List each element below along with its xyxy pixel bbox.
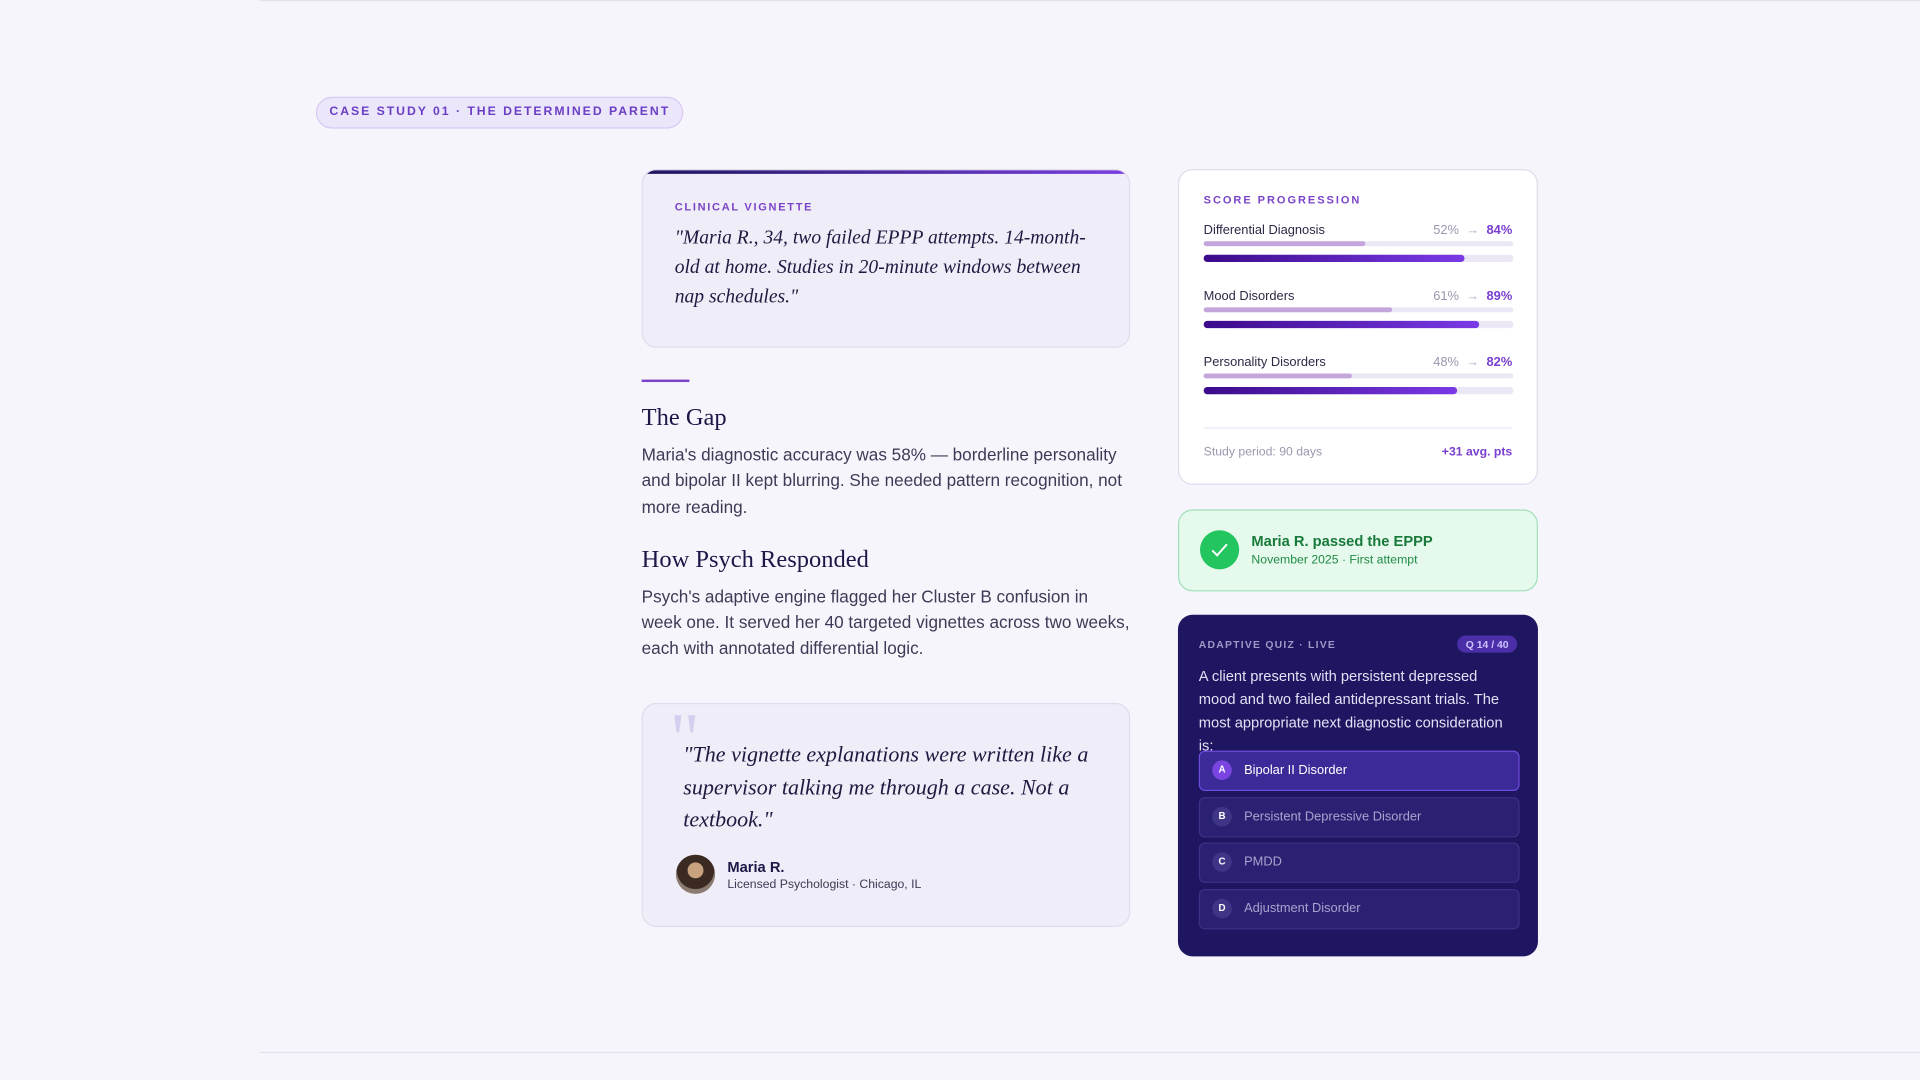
before-score: 52% — [1433, 222, 1459, 238]
quiz-option[interactable]: C PMDD — [1198, 842, 1520, 884]
section-heading: How Psych Responded — [641, 545, 869, 573]
option-letter: C — [1212, 852, 1232, 873]
score-card: SCORE PROGRESSION Differential Diagnosis… — [1177, 168, 1538, 485]
score-row: Differential Diagnosis 52% → 84% — [1203, 222, 1514, 289]
skill-name: Personality Disorders — [1203, 355, 1326, 370]
study-period: Study period: 90 days — [1203, 445, 1323, 460]
result-card: Maria R. passed the EPPP November 2025 ·… — [1177, 509, 1538, 592]
arrow: → — [1466, 288, 1480, 304]
result-subtitle: November 2025 · First attempt — [1251, 553, 1418, 567]
quiz-question: A client presents with persistent depres… — [1198, 667, 1503, 755]
after-score: 84% — [1486, 222, 1513, 238]
option-letter: D — [1212, 898, 1232, 919]
vignette-card: CLINICAL VIGNETTE "Maria R., 34, two fai… — [641, 168, 1131, 348]
divider — [259, 1051, 1920, 1054]
after-track — [1203, 320, 1514, 329]
before-bar — [1203, 373, 1353, 379]
after-score: 89% — [1486, 288, 1513, 304]
testimonial-card: " "The vignette explanations were writte… — [641, 698, 1131, 927]
quote-mark: " — [669, 697, 700, 779]
section-heading: The Gap — [641, 404, 727, 432]
quiz-option[interactable]: D Adjustment Disorder — [1198, 888, 1520, 930]
before-track — [1203, 307, 1514, 313]
result-title: Maria R. passed the EPPP — [1251, 532, 1433, 550]
divider — [259, 0, 1920, 2]
score-rows: Differential Diagnosis 52% → 84% Mood Disord… — [1203, 222, 1514, 421]
author-name: Maria R. — [727, 858, 785, 876]
after-score: 82% — [1486, 355, 1513, 370]
score-footer: Study period: 90 days +31 avg. pts — [1203, 427, 1513, 460]
score-values: 48% → 82% — [1433, 355, 1512, 370]
option-text: Bipolar II Disorder — [1244, 762, 1347, 778]
after-bar — [1203, 254, 1464, 263]
before-bar — [1203, 307, 1393, 313]
before-score: 48% — [1433, 355, 1459, 370]
quiz-card: ADAPTIVE QUIZ · LIVE Q 14 / 40 A client … — [1177, 614, 1538, 957]
sections: The Gap Maria's diagnostic accuracy was 5… — [642, 404, 1132, 688]
score-row: Personality Disorders 48% → 82% — [1203, 355, 1514, 421]
accent-line — [641, 379, 690, 383]
testimonial-quote: "The vignette explanations were written … — [683, 742, 1089, 832]
option-text: Adjustment Disorder — [1244, 900, 1361, 916]
after-track — [1203, 386, 1514, 395]
check — [1211, 543, 1228, 557]
arrow: → — [1466, 222, 1480, 238]
author-role: Licensed Psychologist · Chicago, IL — [727, 877, 922, 892]
check-icon — [1200, 530, 1240, 570]
quiz-progress: Q 14 / 40 — [1457, 635, 1518, 653]
vignette-label: CLINICAL VIGNETTE — [674, 200, 814, 214]
option-letter: B — [1212, 806, 1232, 827]
score-row: Mood Disorders 61% → 89% — [1203, 288, 1514, 355]
skill-name: Mood Disorders — [1203, 288, 1295, 304]
score-values: 52% → 84% — [1433, 223, 1512, 238]
quiz-option[interactable]: A Bipolar II Disorder — [1198, 750, 1520, 792]
score-title: SCORE PROGRESSION — [1203, 193, 1362, 206]
vignette-quote: "Maria R., 34, two failed EPPP attempts.… — [674, 227, 1086, 308]
before-track — [1203, 241, 1514, 247]
quiz-option[interactable]: B Persistent Depressive Disorder — [1198, 796, 1520, 838]
before-score: 61% — [1433, 288, 1459, 304]
badge: CASE STUDY 01 · THE DETERMINED PARENT — [315, 96, 684, 129]
score-values: 61% → 89% — [1433, 289, 1512, 304]
skill-name: Differential Diagnosis — [1203, 222, 1325, 238]
before-track — [1203, 373, 1514, 379]
section-body: Maria's diagnostic accuracy was 58% — bo… — [641, 444, 1122, 517]
before-bar — [1203, 241, 1365, 247]
arrow: → — [1466, 355, 1480, 370]
avatar — [675, 854, 716, 894]
after-track — [1203, 254, 1514, 263]
after-bar — [1203, 386, 1458, 395]
after-bar — [1203, 320, 1480, 329]
quiz-label: ADAPTIVE QUIZ · LIVE — [1198, 637, 1337, 651]
option-letter: A — [1212, 760, 1232, 781]
option-text: Persistent Depressive Disorder — [1244, 808, 1422, 824]
avg-gain: +31 avg. pts — [1441, 445, 1513, 460]
option-text: PMDD — [1244, 854, 1282, 870]
section-body: Psych's adaptive engine flagged her Clus… — [641, 586, 1130, 659]
